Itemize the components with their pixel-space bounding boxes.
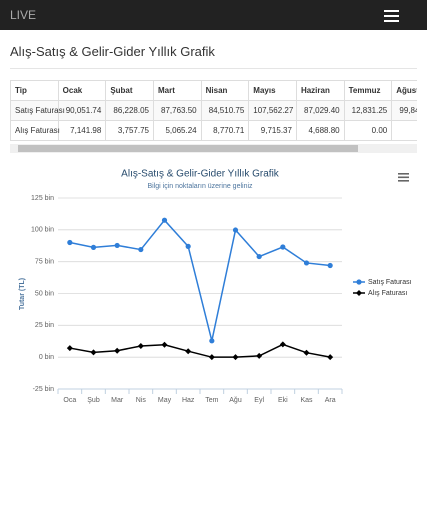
point: [185, 348, 192, 355]
column-header: Nisan: [200, 80, 250, 101]
legend-marker: [356, 290, 362, 296]
brand[interactable]: LIVE: [10, 8, 37, 22]
point: [90, 244, 97, 250]
point: [90, 349, 97, 356]
cell: 107,562.27: [248, 100, 297, 121]
column-header: Ağustos: [391, 80, 417, 101]
column-header: Mayıs: [248, 80, 297, 101]
x-tick-label: May: [158, 397, 172, 404]
cell: 87,029.40: [295, 100, 345, 121]
page-title: Alış-Satış & Gelir-Gider Yıllık Grafik: [10, 44, 215, 59]
point: [209, 338, 215, 344]
point: [161, 341, 168, 348]
y-tick-label: 50 bin: [35, 290, 54, 297]
x-tick-label: Eki: [278, 397, 288, 404]
cell: 90,051.74: [57, 100, 107, 121]
point: [327, 262, 333, 269]
cell: 0.00: [343, 120, 393, 141]
x-tick-label: Eyl: [254, 397, 264, 404]
cell: Satış Faturası: [10, 100, 65, 121]
x-tick-label: Haz: [182, 397, 195, 404]
x-tick-label: Kas: [300, 397, 313, 404]
column-header: Şubat: [105, 80, 154, 101]
point: [303, 260, 310, 266]
point: [137, 342, 144, 349]
point: [138, 246, 144, 253]
cell: 9,715.37: [248, 120, 297, 141]
series-line: [69, 219, 331, 342]
cell: 84,510.75: [200, 100, 250, 121]
header-row: Tip Ocak Şubat Mart Nisan Mayıs Haziran Temmuz A…: [10, 80, 417, 101]
column-header: Tip: [10, 80, 59, 101]
point: [303, 349, 310, 356]
point: [327, 354, 334, 361]
cell: 5,065.24: [152, 120, 202, 141]
point: [185, 243, 191, 249]
y-tick-label: 100 bin: [31, 227, 54, 234]
cell: 12,831.25: [343, 100, 393, 121]
point: [232, 354, 239, 361]
divider: [10, 68, 417, 69]
y-tick-label: 75 bin: [35, 259, 54, 266]
table-row: Alış Faturası 7,141.98 3,757.75 5,065.24 8,7…: [10, 120, 417, 141]
point: [279, 341, 286, 348]
cell: 86,228.05: [105, 100, 154, 121]
x-tick-label: Şub: [87, 397, 100, 404]
point: [280, 244, 286, 250]
column-header: Ocak: [57, 80, 107, 101]
point: [67, 239, 73, 246]
x-tick-label: Mar: [111, 397, 124, 404]
cell: 99,843.46: [391, 100, 417, 121]
cell: 3,757.75: [105, 120, 154, 141]
scroll-thumb[interactable]: [18, 145, 358, 152]
cell: 8,770.71: [200, 120, 250, 141]
point: [232, 227, 239, 233]
table-row: Satış Faturası 90,051.74 86,228.05 87,763.5…: [10, 100, 417, 121]
data-table: Tip Ocak Şubat Mart Nisan Mayıs Haziran Temmuz A…: [10, 80, 417, 141]
cell: Alış Faturası: [10, 120, 60, 141]
menu-button[interactable]: [384, 10, 399, 25]
legend-label: Satış Faturası: [368, 279, 412, 286]
cell: 7,141.98: [57, 120, 107, 141]
table-wrap: Tip Ocak Şubat Mart Nisan Mayıs Haziran Temmuz A…: [10, 80, 417, 144]
point: [114, 242, 120, 249]
x-tick-label: Ara: [325, 397, 336, 404]
cell: 87,763.50: [152, 100, 202, 121]
x-tick-label: Ağu: [229, 397, 242, 404]
column-header: Temmuz: [343, 80, 393, 101]
top-bar: LIVE: [0, 0, 427, 30]
point: [256, 253, 262, 260]
point: [256, 352, 263, 359]
x-tick-label: Tem: [205, 397, 218, 404]
y-tick-label: 125 bin: [31, 195, 54, 202]
x-tick-label: Oca: [63, 397, 76, 404]
column-header: Haziran: [295, 80, 345, 101]
cell: 0.00: [391, 120, 417, 141]
cell: 4,688.80: [295, 120, 345, 141]
chart: Alış-Satış & Gelir-Gider Yıllık Grafik B…: [19, 169, 412, 404]
y-tick-label: 0 bin: [39, 354, 54, 361]
chart-subtitle: Bilgi için noktaların üzerine geliniz: [147, 183, 253, 190]
legend-marker: [356, 279, 362, 285]
point: [161, 217, 168, 223]
point: [208, 354, 215, 361]
export-menu[interactable]: [398, 173, 409, 182]
scrollbar[interactable]: [10, 144, 417, 153]
series-line: [69, 343, 331, 358]
point: [114, 347, 121, 354]
y-axis-label: Tutar (TL): [19, 278, 26, 310]
point: [66, 345, 73, 352]
chart-title: Alış-Satış & Gelir-Gider Yıllık Grafik: [121, 169, 280, 180]
x-tick-label: Nis: [136, 397, 147, 404]
legend-label: Alış Faturası: [368, 290, 407, 297]
y-tick-label: 25 bin: [35, 322, 54, 329]
column-header: Mart: [152, 80, 202, 101]
y-tick-label: -25 bin: [33, 386, 55, 393]
